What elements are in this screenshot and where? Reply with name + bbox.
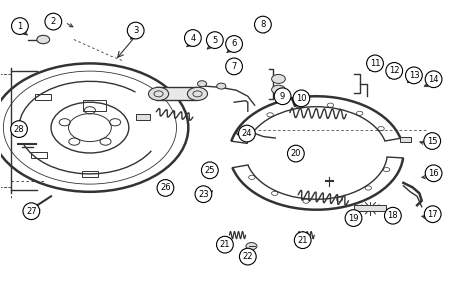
Text: 28: 28: [14, 124, 24, 134]
Circle shape: [272, 74, 285, 83]
Text: 14: 14: [428, 75, 439, 84]
Text: 25: 25: [205, 166, 215, 175]
Text: 16: 16: [428, 169, 439, 178]
Text: 8: 8: [260, 20, 266, 29]
Circle shape: [246, 243, 257, 250]
Ellipse shape: [406, 67, 422, 84]
Ellipse shape: [185, 30, 201, 46]
Ellipse shape: [287, 145, 304, 162]
Ellipse shape: [127, 22, 144, 39]
Text: 1: 1: [17, 22, 22, 31]
Text: 15: 15: [427, 136, 437, 146]
Ellipse shape: [385, 207, 401, 224]
Text: 27: 27: [26, 207, 37, 216]
Ellipse shape: [255, 16, 271, 33]
Text: 7: 7: [231, 62, 237, 71]
Bar: [83, 100, 106, 111]
Text: 19: 19: [348, 214, 359, 223]
Bar: [400, 137, 411, 142]
Bar: [35, 94, 51, 100]
Circle shape: [149, 87, 168, 101]
Ellipse shape: [345, 210, 362, 226]
Text: 9: 9: [280, 92, 285, 101]
Bar: [31, 152, 47, 158]
Circle shape: [37, 35, 50, 44]
Ellipse shape: [207, 32, 223, 49]
Text: 20: 20: [291, 149, 301, 158]
Ellipse shape: [294, 232, 311, 248]
Text: 6: 6: [231, 40, 237, 49]
Ellipse shape: [217, 236, 233, 253]
Text: 23: 23: [198, 190, 209, 199]
Text: 12: 12: [389, 66, 399, 75]
Text: 2: 2: [50, 17, 56, 26]
Text: 17: 17: [427, 210, 438, 219]
Text: 10: 10: [296, 94, 307, 103]
Bar: [82, 171, 98, 177]
Circle shape: [197, 81, 207, 87]
Text: 11: 11: [370, 59, 380, 68]
Ellipse shape: [293, 90, 310, 107]
Ellipse shape: [424, 133, 441, 149]
Ellipse shape: [23, 203, 40, 220]
Ellipse shape: [195, 186, 212, 202]
Bar: [354, 205, 386, 211]
Ellipse shape: [11, 121, 28, 137]
Text: 18: 18: [387, 211, 398, 220]
Bar: [136, 114, 150, 120]
Text: 22: 22: [242, 252, 253, 261]
Ellipse shape: [240, 248, 256, 265]
Ellipse shape: [425, 71, 442, 88]
Circle shape: [187, 87, 207, 101]
Ellipse shape: [226, 36, 242, 52]
Ellipse shape: [386, 62, 403, 79]
Bar: [156, 87, 197, 101]
Ellipse shape: [226, 58, 242, 75]
Text: 3: 3: [133, 26, 138, 35]
Circle shape: [272, 85, 285, 94]
Ellipse shape: [367, 55, 383, 72]
Text: 4: 4: [190, 34, 196, 43]
Text: 21: 21: [220, 240, 230, 249]
Text: 21: 21: [297, 236, 308, 245]
Ellipse shape: [274, 88, 291, 105]
Ellipse shape: [239, 125, 255, 142]
Ellipse shape: [157, 180, 174, 196]
Ellipse shape: [424, 206, 441, 223]
Text: 24: 24: [241, 129, 252, 138]
Ellipse shape: [425, 165, 442, 182]
Circle shape: [217, 83, 226, 89]
Ellipse shape: [45, 13, 62, 30]
Ellipse shape: [202, 162, 218, 179]
Text: 26: 26: [160, 183, 171, 192]
Text: 13: 13: [409, 71, 419, 80]
Ellipse shape: [11, 18, 28, 34]
Text: 5: 5: [212, 36, 218, 45]
